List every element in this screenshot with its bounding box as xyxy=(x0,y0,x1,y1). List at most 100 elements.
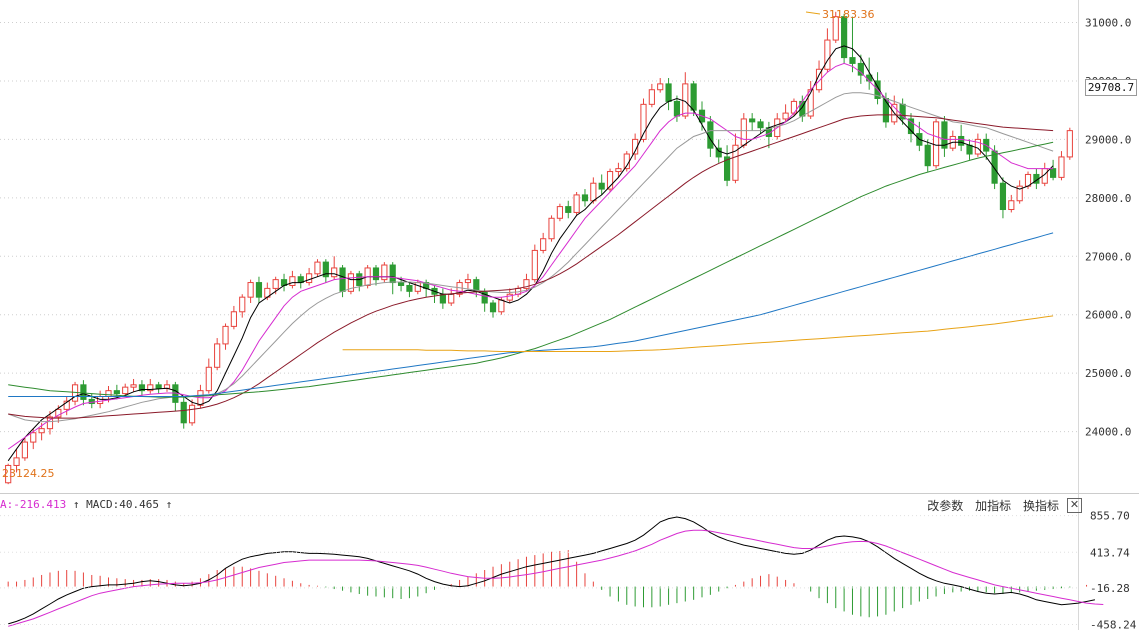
candle xyxy=(640,98,647,143)
candle-body-up xyxy=(615,168,622,173)
candle xyxy=(907,113,915,143)
candle xyxy=(297,273,304,289)
candle-body-down xyxy=(155,384,162,389)
add-indicator-button[interactable]: 加指标 xyxy=(975,499,1012,513)
candle xyxy=(648,83,655,108)
current-price-tag: 29708.7 xyxy=(1085,79,1137,96)
candle xyxy=(556,203,563,222)
candle-body-down xyxy=(113,390,120,395)
candle xyxy=(381,262,388,283)
candle-body-down xyxy=(690,83,697,111)
candle-body-up xyxy=(540,238,547,251)
change-params-button[interactable]: 改参数 xyxy=(927,499,964,513)
candle xyxy=(1066,127,1073,160)
candle xyxy=(255,276,263,304)
candle-body-up xyxy=(974,138,981,155)
indicator-toolbar: 改参数 加指标 换指标 xyxy=(919,497,1059,514)
candle-body-down xyxy=(849,57,856,64)
candle-body-up xyxy=(130,384,137,388)
candle-body-up xyxy=(732,144,739,181)
candle xyxy=(280,273,288,292)
candle xyxy=(214,338,221,371)
switch-indicator-button[interactable]: 换指标 xyxy=(1022,499,1059,513)
candle-body-up xyxy=(1066,130,1073,158)
candle xyxy=(548,215,555,242)
candle xyxy=(289,270,296,289)
candle xyxy=(606,168,614,192)
candle xyxy=(239,294,246,318)
candle xyxy=(966,139,973,160)
candle xyxy=(941,116,948,157)
candle-body-up xyxy=(682,83,689,117)
close-indicator-button[interactable]: ✕ xyxy=(1067,498,1082,513)
ma-line-ma60 xyxy=(8,141,1054,398)
candle xyxy=(414,279,421,295)
candle xyxy=(841,13,848,64)
candle xyxy=(832,11,839,43)
candle-body-up xyxy=(824,39,831,70)
candle xyxy=(581,189,589,207)
candle-body-down xyxy=(723,156,731,181)
candle xyxy=(389,262,396,295)
ma-line-ma30 xyxy=(8,114,1054,419)
price-tick-label: 28000.0 xyxy=(1085,192,1131,205)
candle xyxy=(439,288,446,309)
candle-body-up xyxy=(657,83,664,91)
candle-body-up xyxy=(63,400,70,410)
candle-body-up xyxy=(1008,200,1015,211)
candle-body-down xyxy=(255,282,263,298)
candle-body-up xyxy=(448,293,455,304)
candle xyxy=(5,463,12,485)
candle-body-down xyxy=(581,194,589,202)
candle xyxy=(815,60,823,93)
candle-body-down xyxy=(715,147,722,158)
candle xyxy=(21,437,28,461)
candle-body-up xyxy=(1058,156,1065,178)
candle xyxy=(857,54,864,84)
candle xyxy=(757,118,764,134)
macd-dif-line xyxy=(8,516,1095,625)
candle-body-down xyxy=(372,267,380,281)
candle xyxy=(431,285,438,304)
candle-body-up xyxy=(740,118,747,146)
price-tick-label: 29000.0 xyxy=(1085,133,1131,146)
candle-body-down xyxy=(673,100,681,117)
candle-body-up xyxy=(414,282,421,292)
candle-body-up xyxy=(606,171,614,190)
candle xyxy=(180,396,187,429)
candle-body-up xyxy=(590,182,597,202)
candle-body-down xyxy=(665,83,672,102)
macd-tick-label: 413.74 xyxy=(1090,546,1130,559)
candle-body-down xyxy=(339,267,346,292)
candle xyxy=(138,380,146,397)
candle-body-down xyxy=(757,121,764,129)
candle-body-down xyxy=(598,182,605,190)
macd-legend: A:-216.413 ↑ MACD:40.465 ↑ xyxy=(0,498,172,511)
candle-body-up xyxy=(239,296,246,313)
ma-line-ma250 xyxy=(342,315,1054,352)
candle xyxy=(657,78,664,93)
candle-body-up xyxy=(5,464,12,484)
candle-body-down xyxy=(1050,168,1057,178)
candle-body-up xyxy=(97,396,104,405)
candle xyxy=(615,162,622,178)
candle xyxy=(573,191,580,216)
candle xyxy=(974,133,981,157)
macd-tick-label: 855.70 xyxy=(1090,510,1130,523)
candle-body-up xyxy=(381,264,388,281)
candle-body-up xyxy=(147,384,154,392)
candle-body-down xyxy=(857,62,864,76)
candle-body-up xyxy=(222,325,229,345)
candle xyxy=(682,72,689,119)
candle xyxy=(1058,151,1065,181)
candle xyxy=(540,232,547,254)
candle xyxy=(531,244,538,283)
candle xyxy=(406,282,413,298)
high-marker-line xyxy=(805,11,821,15)
candle xyxy=(824,28,831,73)
candle-body-up xyxy=(347,273,355,292)
candle-body-down xyxy=(907,118,915,135)
candle-body-down xyxy=(180,401,187,424)
